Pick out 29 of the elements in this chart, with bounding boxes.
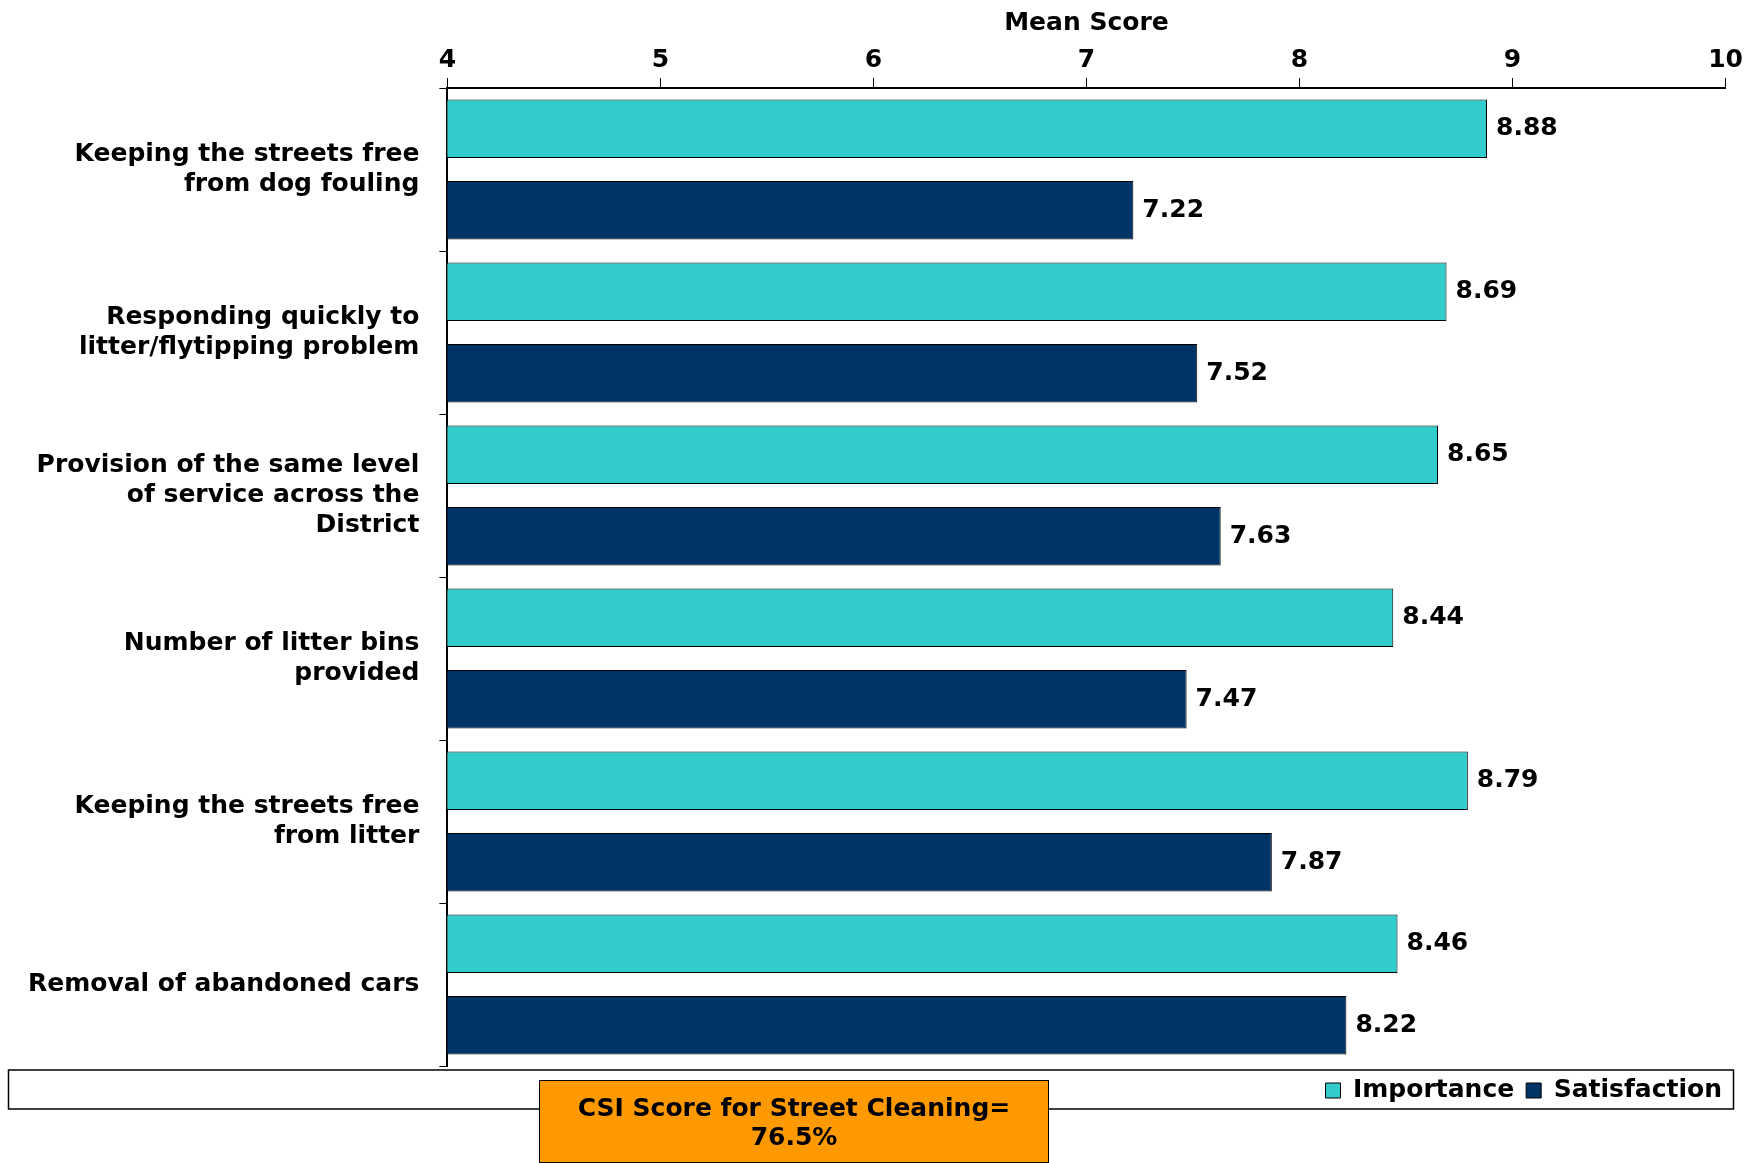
data-label: 8.22 (1355, 1008, 1418, 1038)
y-tick-label: Provision of the same level of service across the District (36, 449, 420, 538)
x-tick-label: 8 (1290, 43, 1309, 73)
data-label: 7.52 (1206, 356, 1268, 386)
x-tick-label: 9 (1503, 43, 1522, 73)
y-tick-label: Removal of abandoned cars (27, 968, 420, 997)
legend-label: Satisfaction (1553, 1074, 1723, 1103)
data-label: 8.46 (1406, 927, 1469, 957)
x-tick-label: 6 (864, 43, 883, 73)
y-tick-label: Keeping the streets free from dog fouling (74, 138, 420, 197)
data-label: 7.22 (1142, 193, 1205, 223)
data-label: 8.79 (1476, 764, 1539, 794)
y-tick-label: Number of litter bins provided (123, 627, 420, 686)
data-label: 7.63 (1229, 519, 1292, 549)
x-tick-label: 10 (1708, 43, 1743, 73)
y-tick-label: Keeping the streets free from litter (74, 790, 421, 849)
data-label: 7.47 (1195, 682, 1258, 712)
data-label: 8.44 (1402, 601, 1464, 631)
x-tick-label: 4 (438, 43, 457, 73)
x-axis-title: Mean Score (1004, 6, 1169, 36)
data-label: 8.88 (1496, 112, 1558, 142)
legend-label: Importance (1353, 1074, 1515, 1103)
x-tick-label: 5 (651, 43, 670, 73)
text: CSI Score for Street Cleaning= 76.5% (539, 1080, 1049, 1163)
data-label: 8.65 (1447, 438, 1509, 468)
y-tick-label: Responding quickly to litter/flytipping problem (78, 301, 420, 360)
data-label: 8.69 (1455, 275, 1518, 305)
data-label: 7.87 (1280, 845, 1343, 875)
x-tick-label: 7 (1077, 43, 1096, 73)
